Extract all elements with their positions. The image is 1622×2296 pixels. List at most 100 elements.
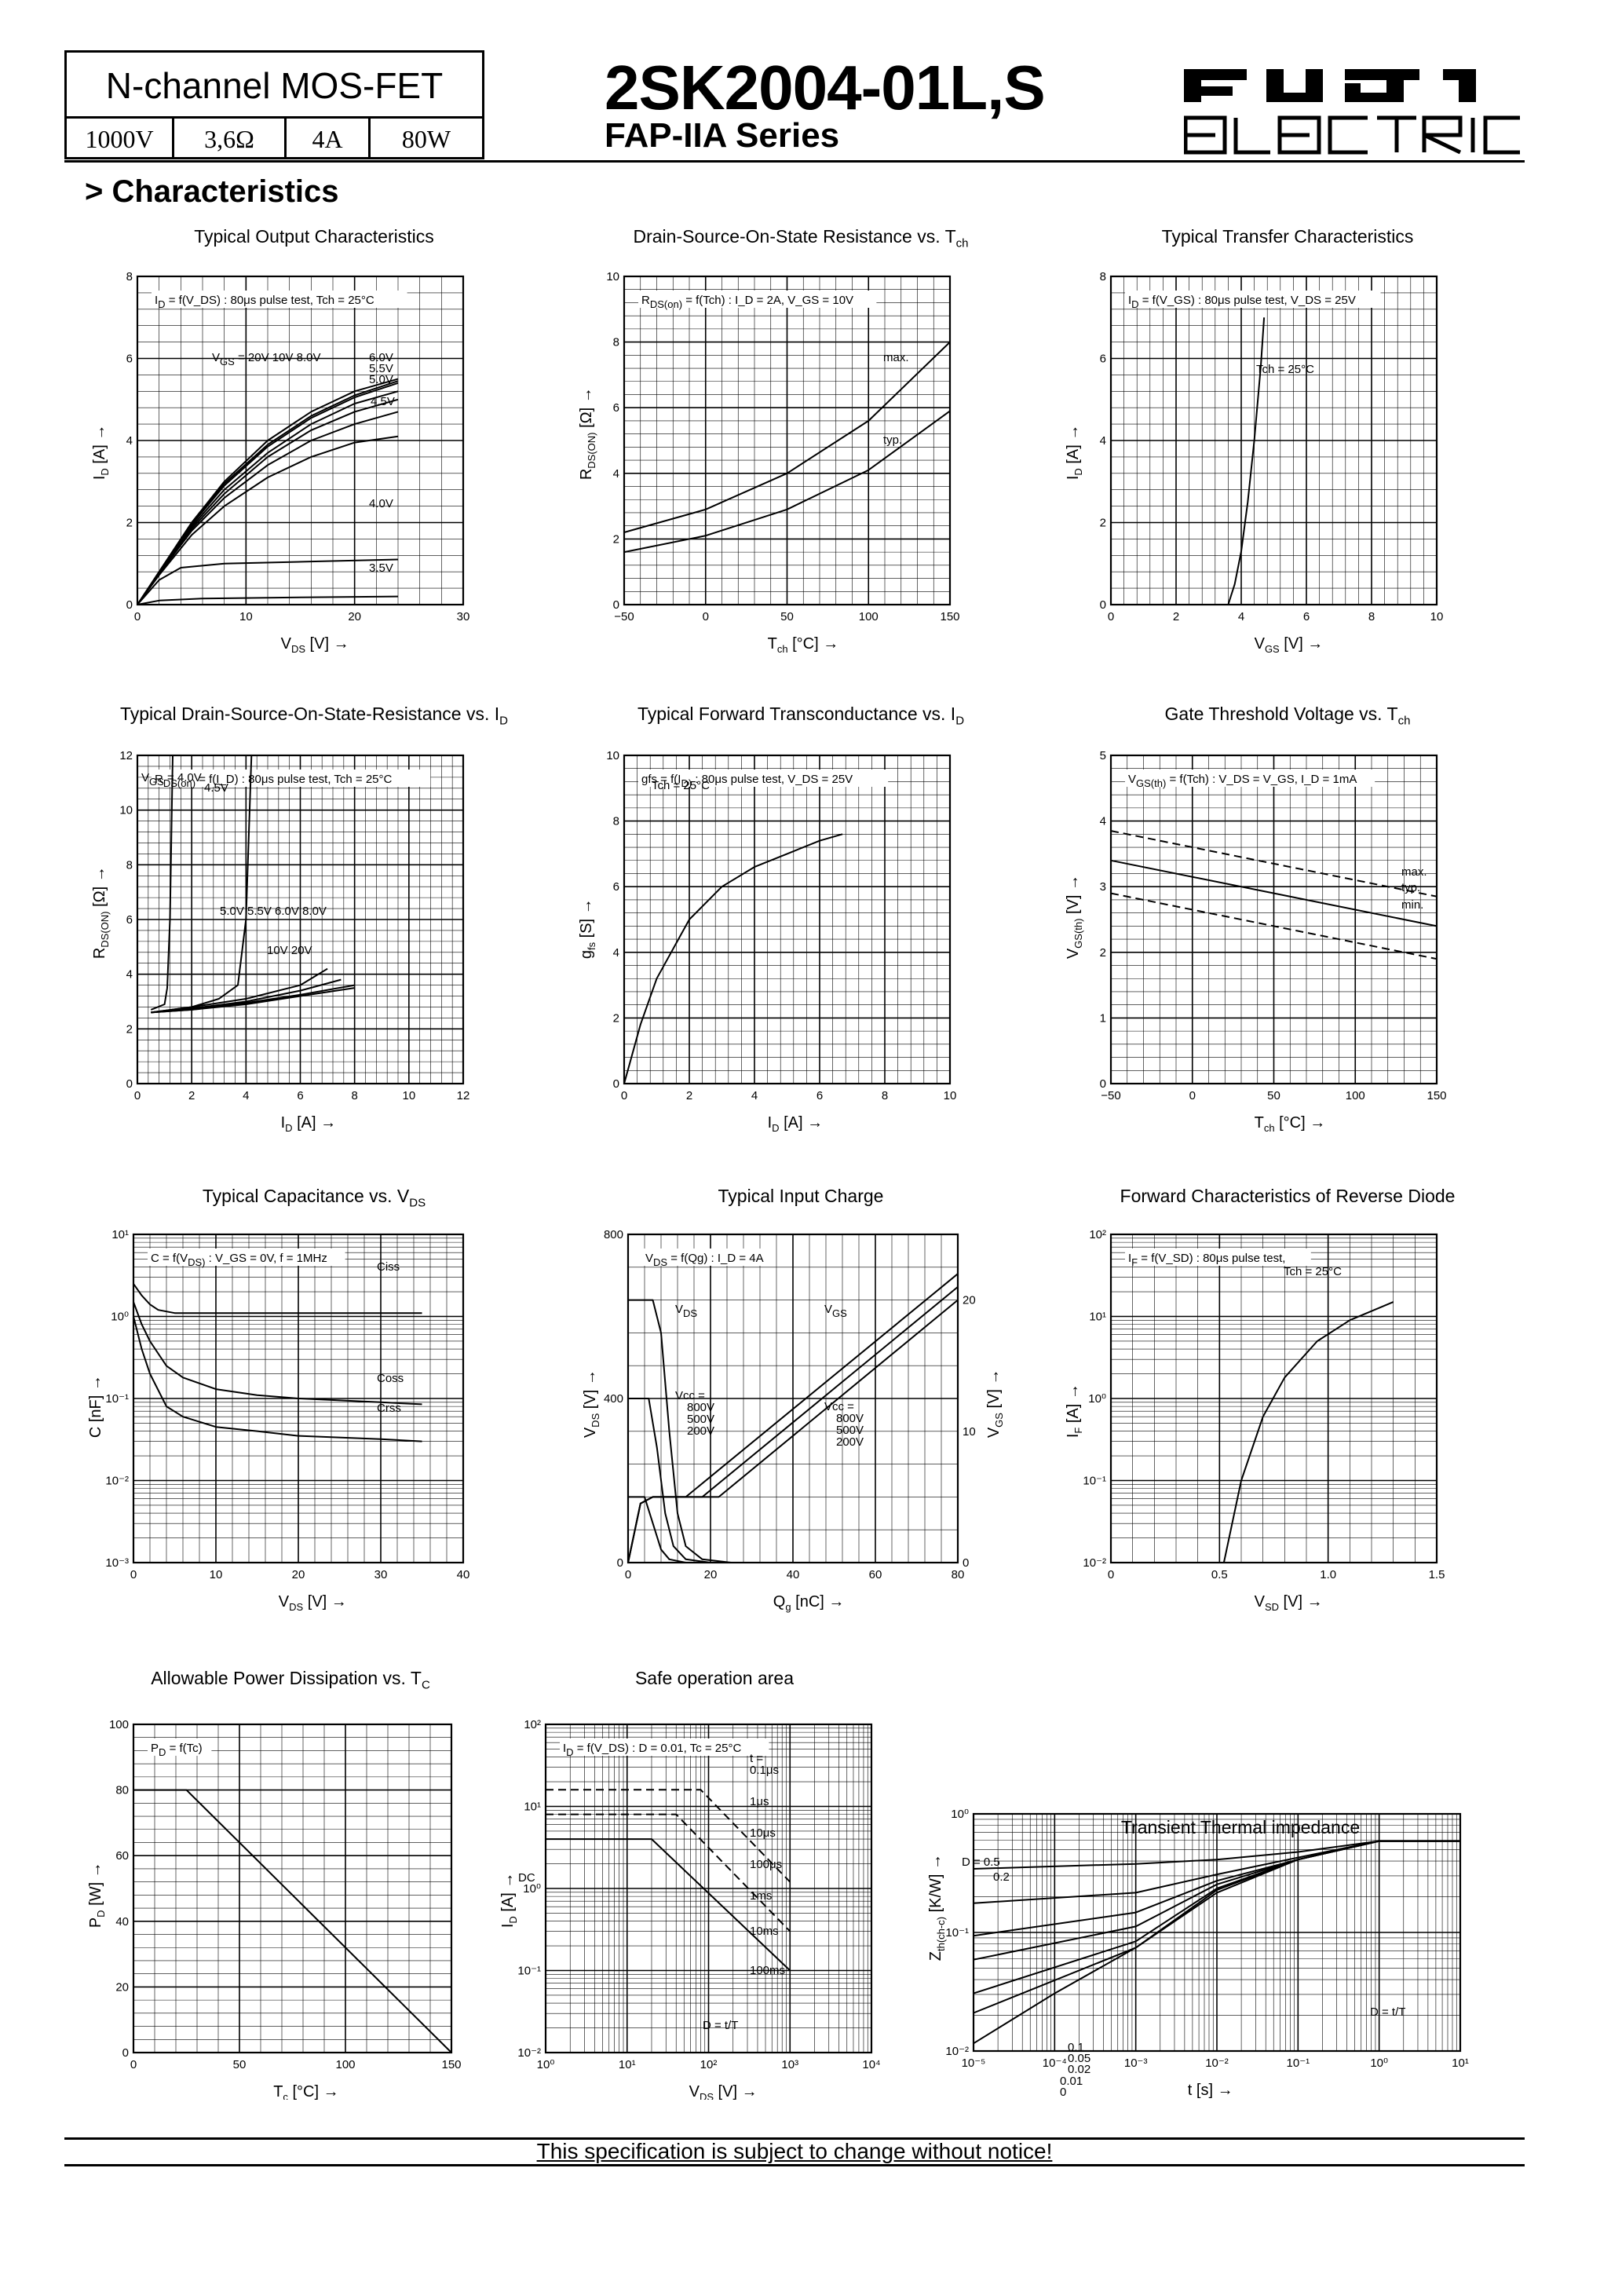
plot-frame — [136, 754, 465, 1085]
series-line-4-0v — [150, 755, 174, 1011]
x-tick-label: 12 — [457, 1089, 470, 1102]
x-tick-label: 10 — [402, 1089, 415, 1102]
condition-label: IF = f(V_SD) : 80μs pulse test, — [1128, 1252, 1285, 1268]
condition-label: Tch = 25°C — [1284, 1265, 1342, 1278]
x-tick-label: 50 — [780, 610, 794, 623]
chart-title-transfer: Typical Transfer Characteristics — [1161, 226, 1414, 247]
x-tick-label: 20 — [292, 1568, 305, 1581]
y-tick-label: 800 — [604, 1228, 623, 1241]
series-line-max- — [1110, 830, 1438, 898]
x-tick-label: 10⁻³ — [1124, 2057, 1148, 2070]
condition-label: gfs = f(ID) : 80μs pulse test, V_DS = 25… — [641, 773, 853, 789]
x-axis-label: VGS [V] → — [1255, 635, 1324, 655]
y-tick-label: 10⁻² — [105, 1475, 129, 1488]
plot-frame — [544, 1723, 873, 2054]
condition-bg — [152, 291, 407, 308]
y-axis-label: RDS(ON) [Ω] → — [91, 866, 111, 959]
series-line-v-ds-800v — [628, 1299, 732, 1563]
x-tick-label: 10⁻¹ — [1287, 2057, 1310, 2070]
curve-label: Tch = 25°C — [1256, 363, 1314, 376]
y-tick-label: 8 — [613, 336, 619, 349]
y-tick-label: 0 — [613, 598, 619, 612]
y-tick-label: 6 — [613, 401, 619, 415]
footer-notice: This specification is subject to change … — [536, 2139, 1053, 2163]
x-axis-label: Tch [°C] → — [1255, 1114, 1326, 1134]
chart-transfer: 0 2 4 6 8 10 0 2 4 6 8 VGS [V] → ID [A] → ID = f(V_GS… — [1065, 270, 1443, 655]
x-tick-label: 1.0 — [1320, 1568, 1336, 1581]
y-axis-label: ID [A] → — [91, 425, 111, 481]
condition-label: VDS = f(Qg) : I_D = 4A — [645, 1252, 764, 1268]
x-tick-label: 60 — [869, 1568, 882, 1581]
x-axis-label: t [s] → — [1188, 2082, 1233, 2099]
x-tick-label: 10⁴ — [862, 2058, 880, 2071]
curve-label: 100μs — [750, 1858, 782, 1871]
x-tick-label: 150 — [940, 610, 959, 623]
y-tick-label: 10⁰ — [951, 1808, 969, 1821]
x-tick-label: 0 — [621, 1089, 627, 1102]
x-tick-label: 10⁻⁵ — [962, 2057, 986, 2070]
x-tick-label: 8 — [1368, 610, 1375, 623]
y-tick-label: 0 — [122, 2046, 129, 2060]
y-tick-label: 10 — [606, 749, 619, 762]
condition-bg — [1125, 1249, 1311, 1266]
curve-label: D = 0.5 — [962, 1855, 1000, 1869]
chart-safe-operating-area: 10⁰ 10¹ 10² 10³ 10⁴ 10⁻² 10⁻¹ 10⁰ 10¹ 10² VDS [V] … — [499, 1718, 881, 2100]
rating-resistance: 3,6Ω — [174, 119, 287, 159]
chart-title-output: Typical Output Characteristics — [194, 226, 434, 247]
y-tick-label: 0 — [617, 1556, 623, 1570]
y2-tick-label: 20 — [963, 1294, 976, 1307]
y-tick-label: 12 — [119, 749, 133, 762]
condition-label: RDS(on) = f(Tch) : I_D = 2A, V_GS = 10V — [641, 294, 853, 310]
chart-gfs: 0 2 4 6 8 10 0 2 4 6 8 10 ID [A] → gfs [S] → gfs = f(I… — [578, 749, 956, 1134]
y-tick-label: 10 — [119, 804, 133, 817]
y-tick-label: 10⁰ — [111, 1311, 129, 1324]
chart-capacitance: 0 10 20 30 40 10⁻³ 10⁻² 10⁻¹ 10⁰ 10¹ VDS [V] → C [n… — [87, 1228, 469, 1613]
condition-label: ID = f(V_GS) : 80μs pulse test, V_DS = 2… — [1128, 294, 1356, 310]
series-line-ciss — [133, 1283, 422, 1314]
y-tick-label: 10⁻² — [945, 2045, 969, 2058]
condition-label: VGS(th) = f(Tch) : V_DS = V_GS, I_D = 1m… — [1128, 773, 1357, 789]
series-line-typ- — [623, 410, 951, 554]
chart-output-characteristics: 0 10 20 30 0 2 4 6 8 VDS [V] → ID [A] → ID = f(V_DS… — [91, 270, 470, 655]
y-tick-label: 10⁻² — [517, 2046, 541, 2060]
series-line-v-ds-200v — [628, 1496, 686, 1563]
condition-bg — [560, 1738, 769, 1756]
condition-bg — [638, 770, 889, 787]
y-axis-label: VDS [V] → — [582, 1369, 601, 1438]
curve-label: 0.02 — [1068, 2063, 1090, 2076]
x-tick-label: 0 — [134, 1089, 141, 1102]
x-tick-label: 30 — [374, 1568, 388, 1581]
rating-power: 80W — [401, 125, 451, 153]
x-tick-label: 4 — [243, 1089, 249, 1102]
plot-frame — [132, 1723, 453, 2054]
series-line-p-d — [133, 1789, 452, 2053]
series-line-gfs — [623, 833, 843, 1084]
condition-label: ID = f(V_DS) : D = 0.01, Tc = 25°C — [563, 1742, 741, 1758]
plot-frame — [972, 1812, 1462, 2053]
curve-label: 10V 20V — [267, 944, 312, 957]
x-tick-label: 10¹ — [619, 2058, 636, 2071]
x-tick-label: 100 — [1346, 1089, 1365, 1102]
y-tick-label: 2 — [126, 1022, 133, 1036]
curve-label: VGS = 4.0V — [141, 771, 202, 788]
x-axis-label: VDS [V] → — [281, 635, 349, 655]
condition-bg — [148, 1738, 212, 1756]
curve-label: 0.2 — [993, 1870, 1010, 1884]
y-tick-label: 6 — [126, 353, 133, 366]
plot-frame — [136, 275, 465, 606]
x-tick-label: 30 — [457, 610, 470, 623]
x-axis-label: Tch [°C] → — [768, 635, 839, 655]
x-tick-label: 2 — [1173, 610, 1179, 623]
x-axis-label: Tc [°C] → — [273, 2083, 338, 2100]
y-tick-label: 10⁻¹ — [1083, 1475, 1106, 1488]
curve-label: 10μs — [750, 1826, 776, 1840]
x-tick-label: 150 — [441, 2058, 461, 2071]
x-tick-label: 10 — [210, 1568, 223, 1581]
x-tick-label: 0 — [625, 1568, 631, 1581]
x-axis-label: ID [A] → — [281, 1114, 337, 1134]
condition-bg — [1125, 770, 1375, 787]
x-tick-label: 1.5 — [1429, 1568, 1445, 1581]
y-tick-label: 10⁰ — [523, 1882, 541, 1896]
chart-title-capacitance: Typical Capacitance vs. VDS — [202, 1186, 426, 1210]
